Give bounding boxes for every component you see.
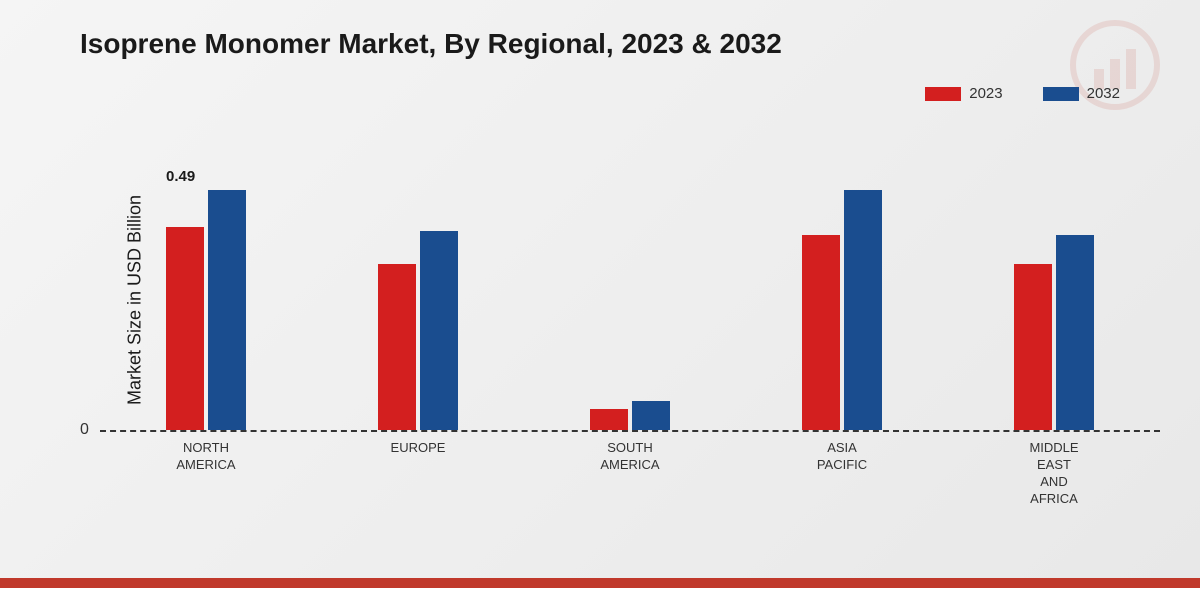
x-axis-label: EUROPE [368, 440, 468, 508]
bar [166, 227, 204, 430]
bars-container: 0.49 [100, 140, 1160, 430]
x-axis-label: ASIAPACIFIC [792, 440, 892, 508]
bar [420, 231, 458, 430]
bar-value-label: 0.49 [166, 168, 195, 185]
bar [590, 409, 628, 430]
bar-group [1014, 235, 1094, 430]
chart-title: Isoprene Monomer Market, By Regional, 20… [80, 28, 782, 60]
footer-accent-bar [0, 578, 1200, 588]
bar [802, 235, 840, 430]
bar [1056, 235, 1094, 430]
chart-baseline [100, 430, 1160, 432]
bar-group [378, 231, 458, 430]
bar [208, 190, 246, 430]
x-axis-label: MIDDLEEASTANDAFRICA [1004, 440, 1104, 508]
legend-item-2023: 2023 [925, 85, 1002, 102]
legend-label-2032: 2032 [1087, 85, 1120, 102]
legend-item-2032: 2032 [1043, 85, 1120, 102]
bar-group: 0.49 [166, 190, 246, 430]
footer-white-bar [0, 588, 1200, 600]
legend-swatch-2032 [1043, 87, 1079, 101]
legend-label-2023: 2023 [969, 85, 1002, 102]
legend-swatch-2023 [925, 87, 961, 101]
x-axis-label: NORTHAMERICA [156, 440, 256, 508]
bar [844, 190, 882, 430]
bar [1014, 264, 1052, 430]
y-axis-tick: 0 [80, 421, 89, 439]
bar [632, 401, 670, 430]
bar-group [590, 401, 670, 430]
bar-group [802, 190, 882, 430]
x-axis-labels: NORTHAMERICA EUROPE SOUTHAMERICA ASIAPACIFI… [100, 440, 1160, 508]
bar [378, 264, 416, 430]
x-axis-label: SOUTHAMERICA [580, 440, 680, 508]
chart-legend: 2023 2032 [925, 85, 1120, 102]
